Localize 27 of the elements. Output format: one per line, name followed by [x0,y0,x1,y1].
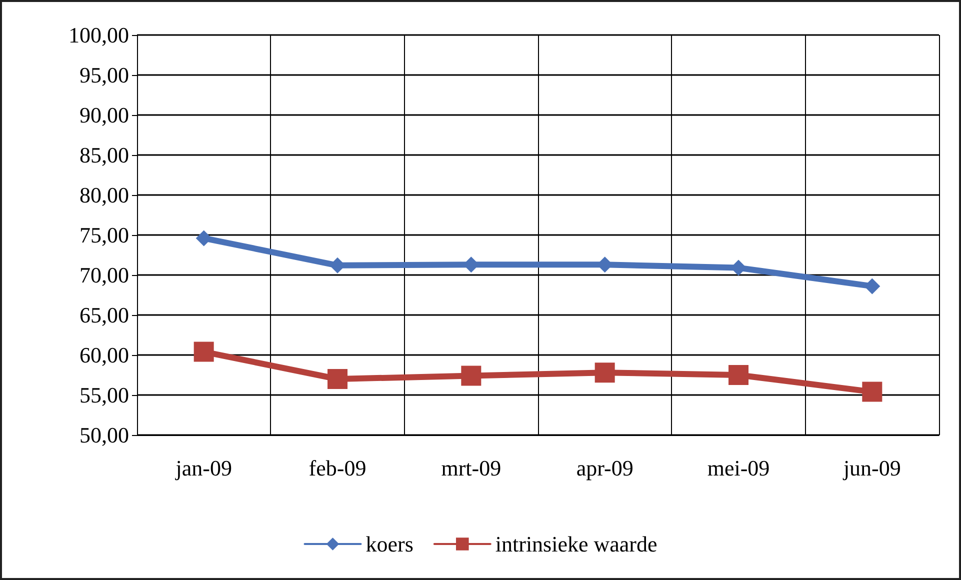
point [728,365,748,385]
y-tick-label: 80,00 [80,182,129,208]
point [594,362,615,383]
y-tick-label: 60,00 [80,342,129,368]
y-tick-label: 100,00 [68,22,129,48]
y-tick-label: 50,00 [80,422,129,448]
y-tick-label: 65,00 [80,302,129,328]
point [196,230,212,246]
y-tick-label: 85,00 [80,142,129,168]
y-tick-label: 70,00 [80,262,129,288]
point [328,369,348,389]
point [862,382,882,402]
x-tick-label: feb-09 [308,456,366,480]
y-tick-label: 95,00 [80,62,129,88]
point [864,278,880,294]
y-tick-label: 75,00 [80,222,129,248]
x-tick-label: mrt-09 [441,456,502,480]
x-tick-label: apr-09 [576,456,634,480]
y-tick-label: 55,00 [80,382,129,408]
legend-label: intrinsieke waarde [495,532,658,556]
point [194,342,214,362]
x-tick-label: jan-09 [174,456,232,480]
legend-label: koers [366,532,414,556]
point [461,366,482,386]
x-tick-label: jun-09 [842,456,901,480]
x-tick-label: mei-09 [707,456,770,480]
y-tick-label: 90,00 [80,102,129,128]
